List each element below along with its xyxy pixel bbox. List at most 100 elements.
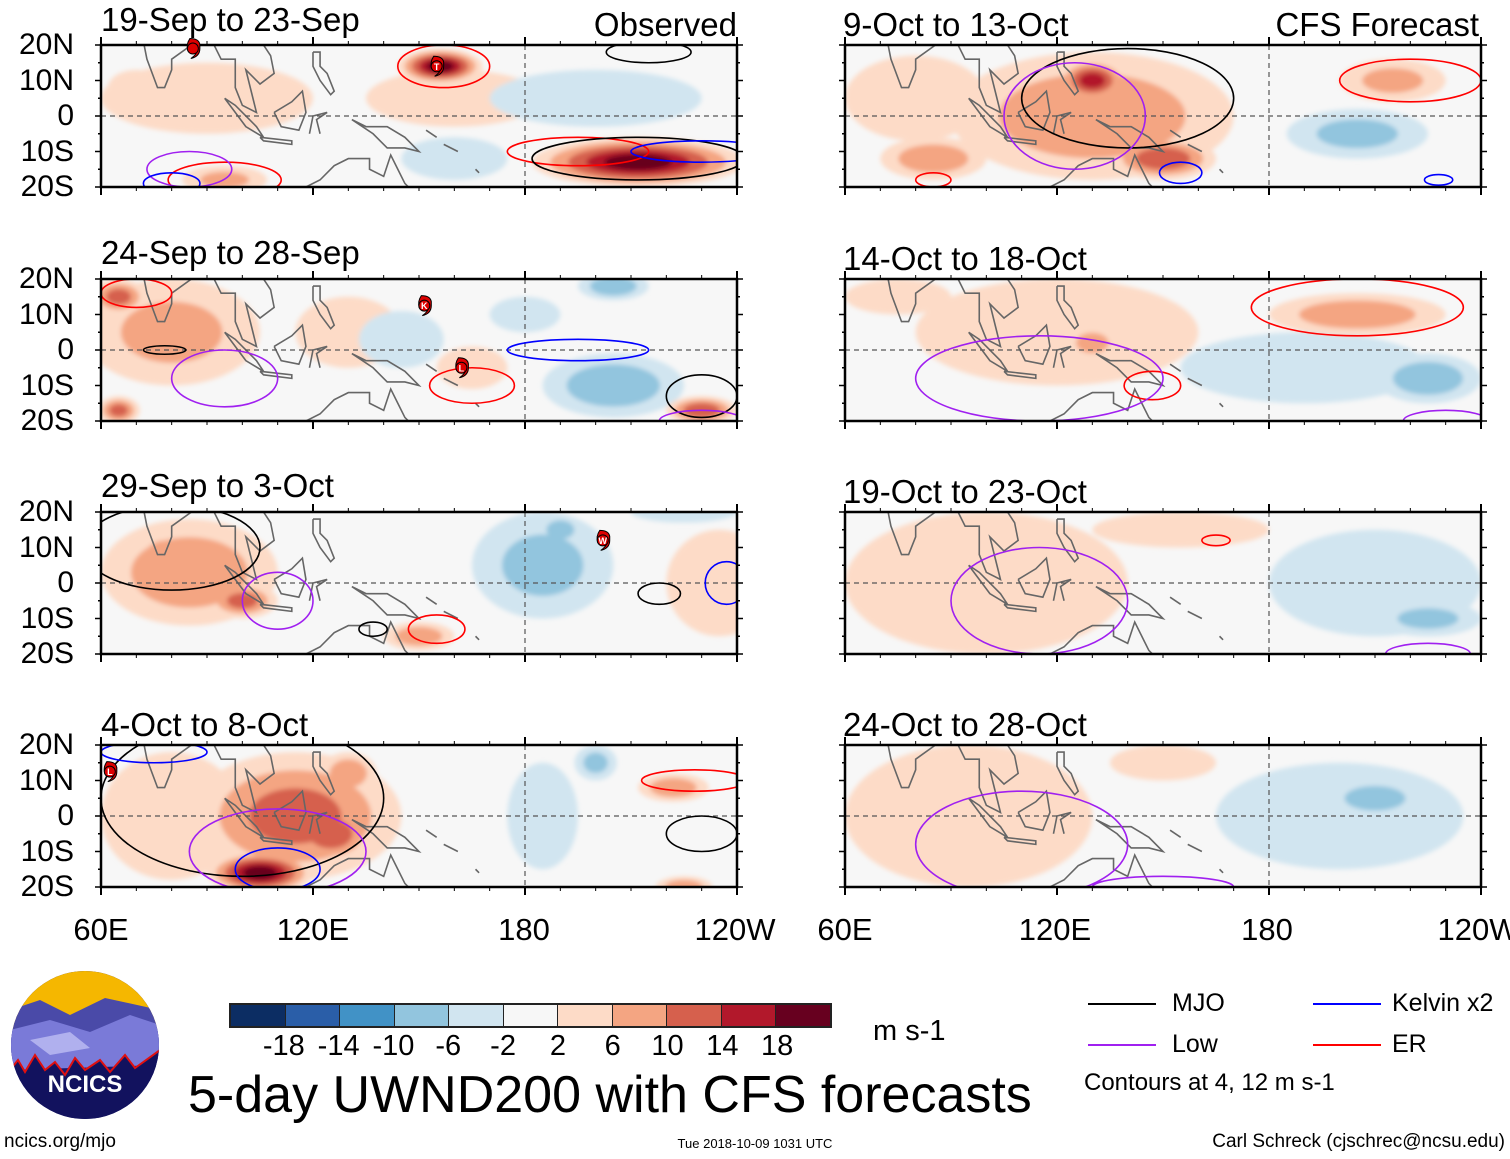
map-panel-fcst-3: [839, 504, 1487, 662]
anomaly-region: [502, 534, 584, 596]
coastline: [968, 97, 1009, 138]
tropical-storm-icon: W: [596, 529, 611, 551]
legend-label-low: Low: [1172, 1030, 1218, 1058]
coastline: [1095, 118, 1166, 153]
colorbar-swatch: [503, 1005, 559, 1026]
coastline: [1169, 829, 1182, 838]
contour-mjo: [101, 745, 385, 878]
footer-url[interactable]: ncics.org/mjo: [4, 1131, 116, 1152]
coastline: [259, 836, 293, 846]
panel-title-fcst-3: 19-Oct to 23-Oct: [843, 473, 1087, 510]
contour-low: [1384, 642, 1472, 654]
colorbar-swatch: [612, 1005, 668, 1026]
coastline: [957, 512, 1020, 581]
coastline: [957, 279, 1020, 348]
contour-kelvin: [630, 140, 737, 163]
contour-low: [188, 808, 367, 887]
footer-timestamp: Tue 2018-10-09 1031 UTC: [677, 1136, 833, 1151]
lat-label: 0: [57, 99, 74, 132]
coastline: [213, 745, 276, 814]
contour-kelvin: [1423, 173, 1454, 187]
coastline: [887, 745, 937, 789]
contour-kelvin: [704, 560, 737, 606]
colorbar-tick-label: 6: [604, 1030, 621, 1062]
anomaly-region: [489, 69, 702, 127]
contour-er: [397, 45, 491, 89]
coastline: [1052, 345, 1072, 368]
anomaly-region: [401, 137, 508, 180]
legend-line-er: [1313, 1044, 1381, 1046]
coastline: [259, 136, 293, 146]
coastline: [1017, 789, 1051, 832]
contour-low: [914, 335, 1164, 421]
anomaly-region: [243, 865, 277, 880]
anomaly-region: [546, 520, 575, 540]
coastline: [273, 556, 307, 599]
coastline: [1218, 168, 1224, 174]
footer-credit: Carl Schreck (cjschrec@ncsu.edu): [1212, 1131, 1505, 1152]
contour-mjo: [665, 374, 737, 419]
coastline: [312, 51, 336, 96]
contour-kelvin: [1158, 161, 1203, 185]
colorbar-swatch: [776, 1005, 831, 1026]
coastline: [312, 285, 336, 330]
anomaly-region: [631, 512, 737, 523]
contour-mjo: [1020, 47, 1235, 149]
anomaly-region: [358, 310, 444, 368]
contour-low: [914, 790, 1129, 887]
coastline: [968, 564, 1009, 605]
map-panel-fcst-1: [839, 37, 1487, 195]
contour-mjo: [637, 582, 682, 606]
coastline: [887, 279, 937, 323]
coastline: [1187, 143, 1203, 153]
anomaly-region: [108, 69, 165, 106]
colorbar-tick-label: -14: [317, 1030, 360, 1062]
anomaly-region: [665, 879, 703, 887]
coastline: [1003, 370, 1037, 380]
coastline: [1187, 843, 1203, 853]
coastline: [1095, 585, 1166, 620]
colorbar: [229, 1003, 832, 1028]
contour-low: [658, 409, 737, 421]
coastline: [425, 596, 438, 605]
coastline: [308, 345, 328, 368]
colorbar-swatch: [340, 1005, 395, 1026]
colorbar-swatch: [231, 1005, 286, 1026]
ncics-logo: NCICS: [10, 970, 160, 1120]
map-panel-fcst-2: [839, 271, 1487, 429]
colorbar-swatch: [667, 1005, 722, 1026]
panel-title-fcst-2: 14-Oct to 18-Oct: [843, 240, 1087, 277]
coastline: [1017, 89, 1051, 132]
cfs-forecast-label: CFS Forecast: [1275, 6, 1479, 43]
contour-er: [407, 614, 466, 645]
anomaly-region: [590, 279, 637, 296]
coastline: [1017, 556, 1051, 599]
coastline: [425, 363, 438, 372]
coastline: [304, 386, 410, 421]
coastline: [1003, 136, 1037, 146]
lon-label-120e: 120E: [276, 912, 350, 947]
lat-label: 10S: [20, 601, 74, 635]
coastline: [1056, 518, 1080, 563]
coastline: [1048, 852, 1154, 887]
coastline: [1187, 377, 1203, 387]
anomaly-region: [915, 279, 1199, 386]
anomaly-region: [329, 759, 367, 788]
lon-label-60e-right: 60E: [817, 912, 873, 947]
tropical-storm-icon: K: [418, 295, 432, 317]
lat-label: 10S: [20, 368, 74, 402]
panel-title-fcst-1: 9-Oct to 13-Oct: [843, 6, 1069, 43]
legend-label-mjo: MJO: [1172, 989, 1225, 1017]
contour-low: [241, 571, 314, 630]
lat-label: 20S: [20, 404, 74, 437]
coastline: [443, 143, 459, 153]
lat-label: 20S: [20, 170, 74, 203]
contour-low: [950, 546, 1129, 654]
coastline: [224, 331, 265, 372]
coastline: [1056, 285, 1080, 330]
legend-label-kelvin: Kelvin x2: [1392, 989, 1494, 1017]
coastline: [273, 89, 307, 132]
contour-kelvin: [142, 172, 201, 187]
map-panel-obs-3: W: [95, 504, 743, 662]
